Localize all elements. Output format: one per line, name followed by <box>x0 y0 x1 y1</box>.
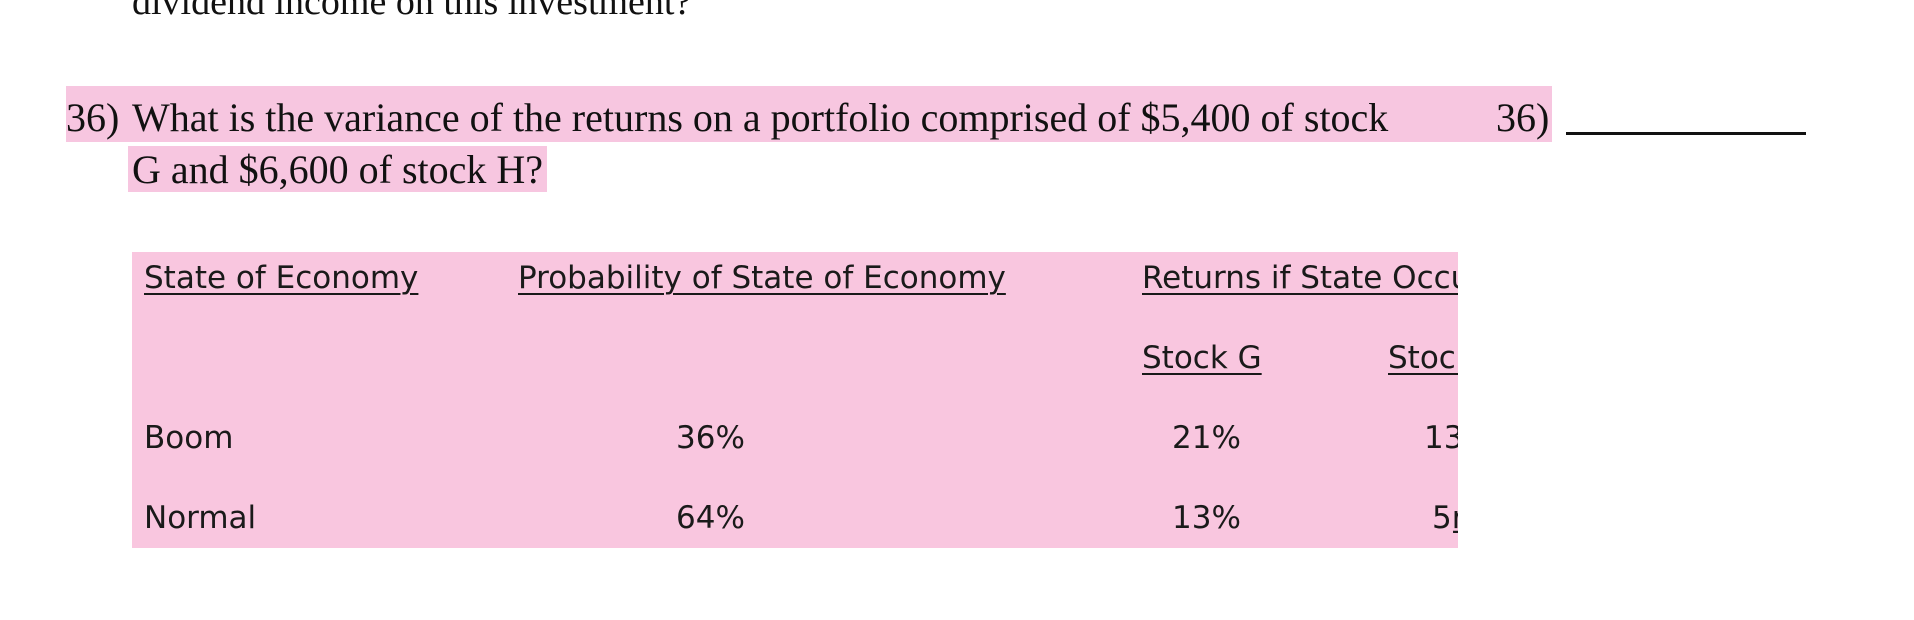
header-stock-g: Stock G <box>1142 340 1262 376</box>
header-stock-h: Stocl <box>1388 340 1458 376</box>
header-probability: Probability of State of Economy <box>518 260 1006 296</box>
question-number: 36) <box>66 95 120 140</box>
row-boom-stock-g: 21% <box>1172 420 1241 456</box>
row-normal-probability: 64% <box>676 500 745 536</box>
answer-blank-line[interactable] <box>1566 132 1806 135</box>
previous-question-tail: dividend income on this investment? <box>132 0 692 23</box>
row-boom-probability: 36% <box>676 420 745 456</box>
question-highlight-line1 <box>66 86 1552 142</box>
returns-table: State of Economy Probability of State of… <box>132 252 1458 548</box>
row-boom-state: Boom <box>144 420 234 456</box>
question-text-line1: What is the variance of the returns on a… <box>132 95 1389 140</box>
row-boom-stock-h: 13 <box>1424 420 1458 456</box>
row-normal-stock-h: 5ṟ <box>1432 500 1458 536</box>
header-returns-if-state-occurs: Returns if State Occu <box>1142 260 1458 296</box>
header-state-of-economy: State of Economy <box>144 260 419 296</box>
question-highlight-line2: G and $6,600 of stock H? <box>128 146 548 192</box>
question-text-line2: G and $6,600 of stock H? <box>132 147 544 192</box>
row-normal-state: Normal <box>144 500 257 536</box>
answer-number-label: 36) <box>1496 95 1550 140</box>
row-normal-stock-g: 13% <box>1172 500 1241 536</box>
